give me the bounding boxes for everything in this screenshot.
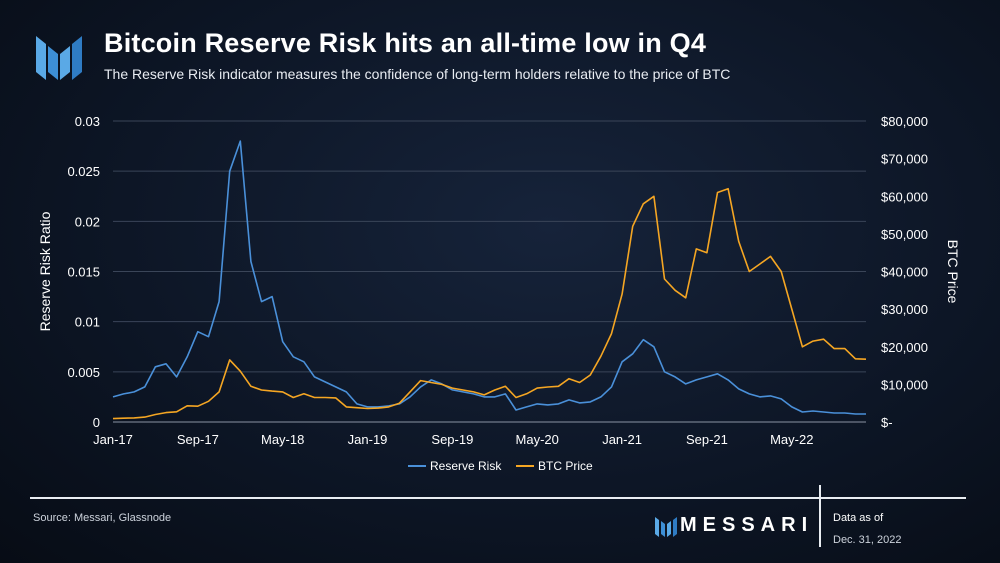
y2-tick-label: $50,000: [881, 227, 928, 242]
x-tick-label: Jan-19: [348, 432, 388, 447]
y2-tick-label: $10,000: [881, 377, 928, 392]
y-tick-label: 0.005: [67, 365, 100, 380]
x-tick-label: Sep-21: [686, 432, 728, 447]
y2-tick-label: $30,000: [881, 302, 928, 317]
legend-label: Reserve Risk: [430, 459, 502, 473]
y2-tick-label: $-: [881, 415, 893, 430]
y-tick-label: 0.01: [75, 315, 100, 330]
x-tick-label: May-22: [770, 432, 813, 447]
x-tick-label: May-18: [261, 432, 304, 447]
y2-tick-label: $70,000: [881, 152, 928, 167]
chart-subtitle: The Reserve Risk indicator measures the …: [104, 66, 731, 82]
y2-tick-label: $40,000: [881, 265, 928, 280]
series-line-reserve-risk: [112, 140, 866, 415]
x-tick-label: Jan-17: [93, 432, 133, 447]
series-line-btc-price: [112, 187, 867, 420]
y-tick-label: 0.03: [75, 114, 100, 129]
y-tick-label: 0: [93, 415, 100, 430]
x-tick-label: Sep-17: [177, 432, 219, 447]
y2-tick-label: $60,000: [881, 189, 928, 204]
x-tick-label: Jan-21: [602, 432, 642, 447]
messari-logo-icon: [36, 36, 82, 80]
messari-brand-icon: [655, 517, 677, 537]
y2-tick-label: $20,000: [881, 340, 928, 355]
y-tick-label: 0.015: [67, 265, 100, 280]
y2-tick-label: $80,000: [881, 114, 928, 129]
y-tick-label: 0.02: [75, 214, 100, 229]
data-as-of-date: Dec. 31, 2022: [833, 534, 902, 546]
x-tick-label: May-20: [516, 432, 559, 447]
legend-label: BTC Price: [538, 459, 593, 473]
data-as-of-label: Data as of: [833, 512, 884, 524]
y-axis-title: Reserve Risk Ratio: [37, 211, 53, 331]
footer-divider: [30, 497, 966, 499]
footer-vertical-divider: [819, 485, 821, 547]
y2-axis-title: BTC Price: [945, 240, 961, 304]
brand-name: MESSARI: [680, 514, 814, 536]
source-note: Source: Messari, Glassnode: [33, 512, 172, 524]
x-tick-label: Sep-19: [431, 432, 473, 447]
y-tick-label: 0.025: [67, 164, 100, 179]
chart-title: Bitcoin Reserve Risk hits an all-time lo…: [104, 28, 707, 58]
